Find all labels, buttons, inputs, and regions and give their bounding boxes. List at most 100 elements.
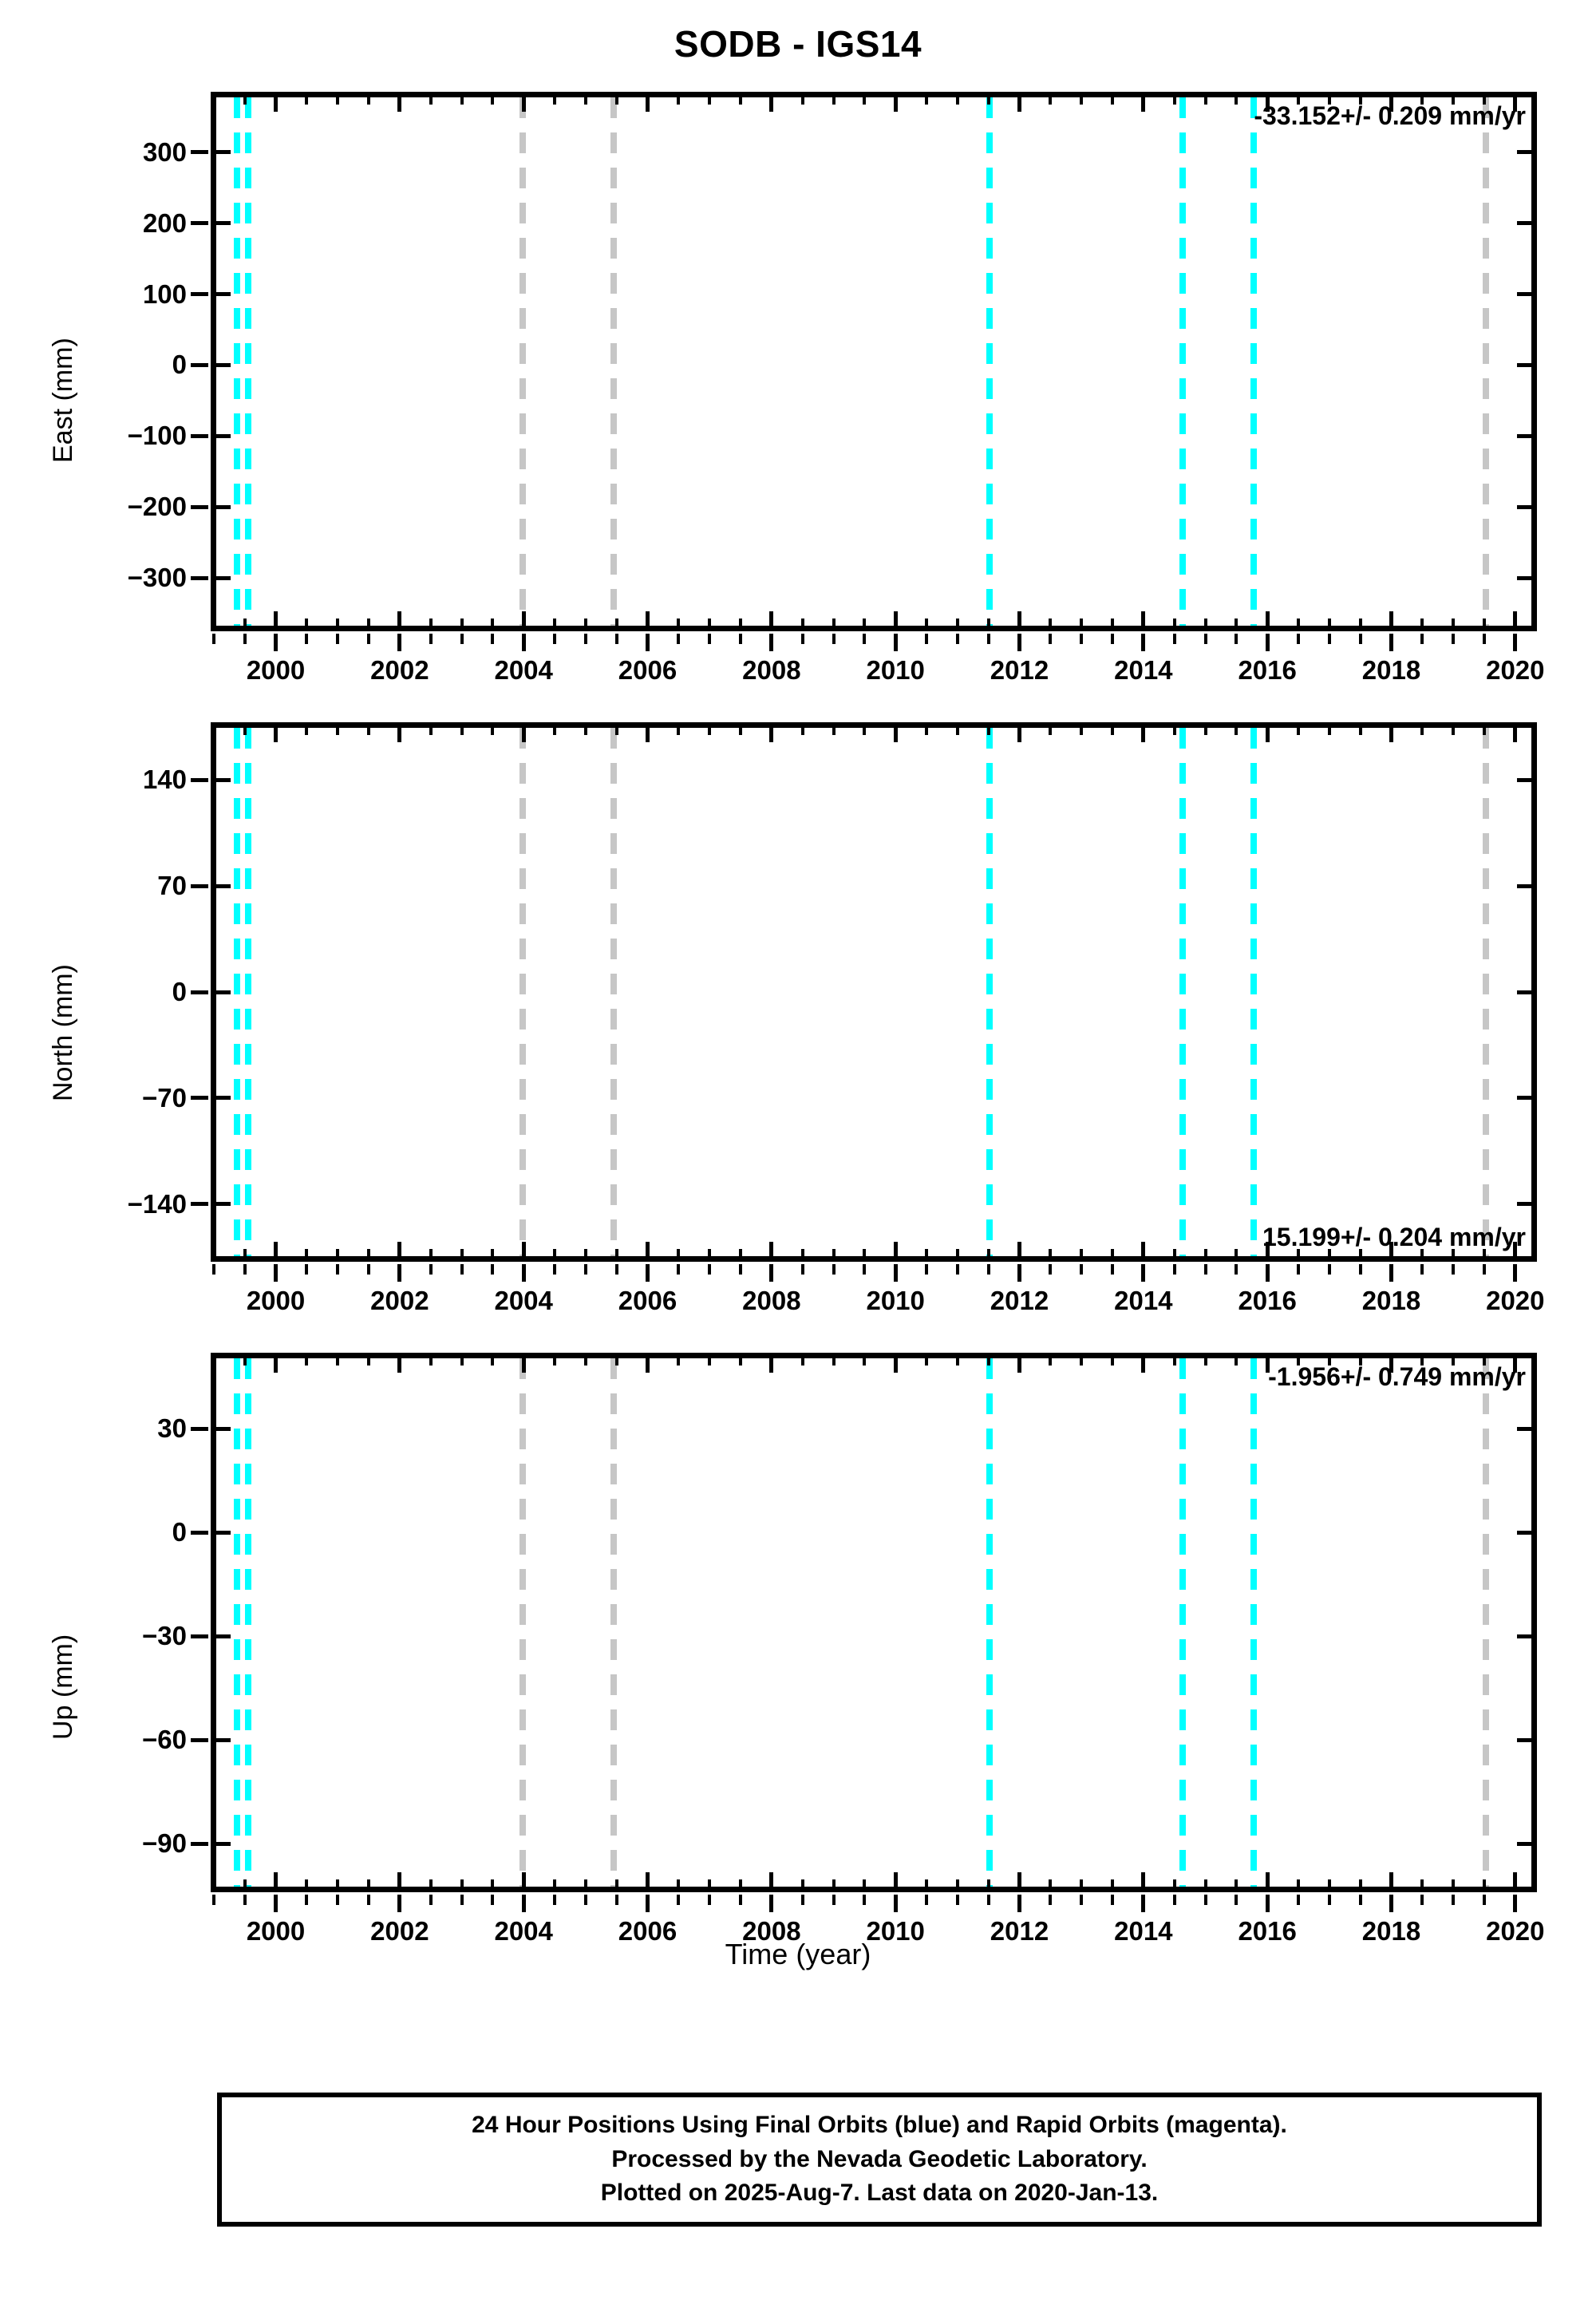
x-tick-inner bbox=[521, 611, 526, 629]
x-tick-top bbox=[367, 1355, 371, 1365]
y-tick-right bbox=[1517, 777, 1535, 782]
x-tick-inner bbox=[925, 619, 928, 629]
x-tick-outer bbox=[1172, 1895, 1176, 1905]
x-tick-outer bbox=[1452, 1895, 1456, 1905]
x-tick-inner bbox=[553, 619, 557, 629]
x-tick-inner bbox=[925, 1249, 928, 1259]
x-tick-top bbox=[305, 725, 309, 735]
x-tick-inner bbox=[769, 1242, 774, 1259]
x-tick-inner bbox=[739, 1249, 743, 1259]
x-tick-inner bbox=[1452, 1879, 1456, 1890]
x-tick-outer bbox=[521, 1264, 526, 1282]
x-tick-outer bbox=[955, 1264, 959, 1275]
x-tick-top bbox=[1080, 725, 1084, 735]
x-tick-inner bbox=[1080, 1879, 1084, 1890]
x-tick-top bbox=[460, 725, 464, 735]
x-tick-label: 2012 bbox=[990, 1916, 1049, 1946]
x-tick-inner bbox=[1203, 1249, 1207, 1259]
x-tick-outer bbox=[1141, 1895, 1146, 1912]
x-tick-outer bbox=[1203, 634, 1207, 644]
x-tick-top bbox=[553, 94, 557, 105]
y-tick-right bbox=[1517, 1737, 1535, 1742]
x-tick-label: 2010 bbox=[866, 1286, 925, 1315]
x-tick-top bbox=[1389, 725, 1393, 742]
event-line-cyan bbox=[234, 728, 241, 1256]
panel-up: -1.956+/- 0.749 mm/yr bbox=[211, 1353, 1537, 1892]
panel-north: 15.199+/- 0.204 mm/yr bbox=[211, 722, 1537, 1262]
x-tick-inner bbox=[769, 611, 774, 629]
x-tick-inner bbox=[583, 619, 587, 629]
x-tick-outer bbox=[1265, 1264, 1270, 1282]
y-tick-inner bbox=[213, 292, 231, 296]
x-tick-outer bbox=[986, 634, 990, 644]
y-tick-right bbox=[1517, 1530, 1535, 1535]
x-tick-outer bbox=[832, 634, 836, 644]
x-tick-inner bbox=[521, 1872, 526, 1890]
y-tick-inner bbox=[213, 883, 231, 888]
x-tick-inner bbox=[491, 1879, 495, 1890]
x-tick-inner bbox=[491, 619, 495, 629]
y-tick-outer bbox=[191, 777, 208, 782]
y-tick-outer bbox=[191, 221, 208, 226]
y-tick-inner bbox=[213, 990, 231, 994]
x-tick-top bbox=[521, 94, 526, 112]
event-line-gray bbox=[1482, 97, 1489, 626]
x-tick-outer bbox=[429, 1264, 433, 1275]
x-tick-inner bbox=[832, 1249, 836, 1259]
x-tick-top bbox=[274, 94, 279, 112]
x-tick-inner bbox=[305, 1879, 309, 1890]
x-tick-outer bbox=[739, 1264, 743, 1275]
y-tick-right bbox=[1517, 1202, 1535, 1207]
event-line-cyan bbox=[244, 1358, 251, 1887]
x-tick-inner bbox=[1235, 619, 1238, 629]
x-tick-outer bbox=[1049, 1895, 1053, 1905]
x-tick-top bbox=[305, 94, 309, 105]
panel-up-plot-area bbox=[216, 1358, 1531, 1887]
x-tick-inner bbox=[1235, 1249, 1238, 1259]
x-tick-outer bbox=[1327, 1264, 1331, 1275]
x-tick-top bbox=[677, 1355, 681, 1365]
x-tick-outer bbox=[986, 1264, 990, 1275]
x-tick-outer bbox=[677, 1264, 681, 1275]
event-line-cyan bbox=[234, 97, 241, 626]
x-tick-outer bbox=[800, 1264, 804, 1275]
y-tick-right bbox=[1517, 883, 1535, 888]
x-tick-top bbox=[739, 725, 743, 735]
x-tick-inner bbox=[893, 611, 898, 629]
x-tick-top bbox=[1235, 94, 1238, 105]
x-tick-inner bbox=[863, 1249, 867, 1259]
x-tick-inner bbox=[1172, 1879, 1176, 1890]
north-rate-label: 15.199+/- 0.204 mm/yr bbox=[1262, 1223, 1526, 1251]
event-line-cyan bbox=[1179, 97, 1186, 626]
x-tick-inner bbox=[429, 619, 433, 629]
x-tick-inner bbox=[243, 1249, 247, 1259]
x-tick-top bbox=[800, 1355, 804, 1365]
y-tick-outer bbox=[191, 990, 208, 994]
x-tick-label: 2004 bbox=[494, 1916, 553, 1946]
x-tick-outer bbox=[1327, 634, 1331, 644]
event-line-gray bbox=[519, 1358, 526, 1887]
x-tick-top bbox=[769, 1355, 774, 1373]
x-tick-top bbox=[955, 1355, 959, 1365]
x-tick-outer bbox=[1420, 1264, 1424, 1275]
event-line-cyan bbox=[1250, 728, 1258, 1256]
x-tick-top bbox=[893, 725, 898, 742]
x-tick-outer bbox=[1141, 1264, 1146, 1282]
x-tick-top bbox=[1296, 725, 1300, 735]
x-tick-top bbox=[1265, 1355, 1270, 1373]
x-tick-inner bbox=[583, 1249, 587, 1259]
x-tick-outer bbox=[708, 634, 712, 644]
event-line-gray bbox=[1482, 1358, 1489, 1887]
x-tick-top bbox=[800, 94, 804, 105]
y-tick-inner bbox=[213, 150, 231, 155]
y-tick-label: −90 bbox=[142, 1828, 187, 1859]
x-tick-inner bbox=[274, 1872, 279, 1890]
event-line-cyan bbox=[244, 728, 251, 1256]
x-tick-top bbox=[708, 725, 712, 735]
x-tick-top bbox=[583, 94, 587, 105]
x-tick-top bbox=[769, 94, 774, 112]
x-tick-outer bbox=[614, 1895, 618, 1905]
x-tick-outer bbox=[1080, 634, 1084, 644]
x-tick-inner bbox=[397, 1242, 402, 1259]
